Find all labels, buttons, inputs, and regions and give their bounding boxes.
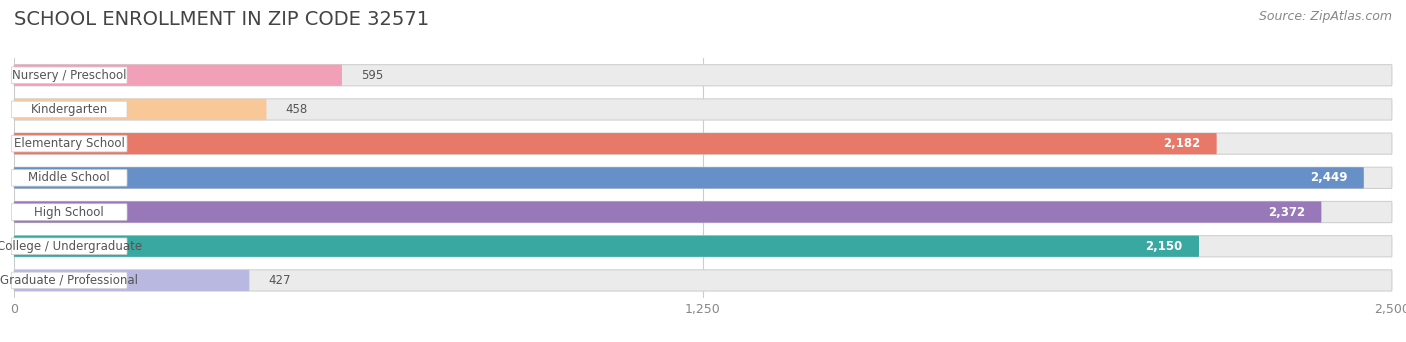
- Text: Source: ZipAtlas.com: Source: ZipAtlas.com: [1258, 10, 1392, 23]
- Text: High School: High School: [34, 206, 104, 219]
- Text: Middle School: Middle School: [28, 171, 110, 184]
- Text: 2,372: 2,372: [1268, 206, 1305, 219]
- FancyBboxPatch shape: [14, 167, 1364, 188]
- FancyBboxPatch shape: [14, 133, 1216, 154]
- Text: 458: 458: [285, 103, 308, 116]
- Text: Kindergarten: Kindergarten: [31, 103, 108, 116]
- FancyBboxPatch shape: [11, 135, 127, 152]
- FancyBboxPatch shape: [11, 272, 127, 289]
- FancyBboxPatch shape: [14, 99, 267, 120]
- Text: 2,449: 2,449: [1310, 171, 1347, 184]
- Text: 2,150: 2,150: [1146, 240, 1182, 253]
- FancyBboxPatch shape: [14, 133, 1392, 154]
- FancyBboxPatch shape: [14, 167, 1392, 188]
- Text: 2,182: 2,182: [1163, 137, 1201, 150]
- FancyBboxPatch shape: [11, 238, 127, 254]
- Text: Graduate / Professional: Graduate / Professional: [0, 274, 138, 287]
- FancyBboxPatch shape: [14, 65, 342, 86]
- FancyBboxPatch shape: [14, 236, 1199, 257]
- Text: Elementary School: Elementary School: [14, 137, 125, 150]
- FancyBboxPatch shape: [14, 236, 1392, 257]
- Text: SCHOOL ENROLLMENT IN ZIP CODE 32571: SCHOOL ENROLLMENT IN ZIP CODE 32571: [14, 10, 429, 29]
- Text: 595: 595: [361, 69, 384, 82]
- FancyBboxPatch shape: [14, 270, 249, 291]
- FancyBboxPatch shape: [14, 99, 1392, 120]
- FancyBboxPatch shape: [11, 204, 127, 220]
- Text: 427: 427: [269, 274, 291, 287]
- FancyBboxPatch shape: [11, 170, 127, 186]
- FancyBboxPatch shape: [11, 67, 127, 83]
- FancyBboxPatch shape: [14, 201, 1322, 223]
- FancyBboxPatch shape: [14, 270, 1392, 291]
- FancyBboxPatch shape: [11, 101, 127, 118]
- Text: Nursery / Preschool: Nursery / Preschool: [11, 69, 127, 82]
- Text: College / Undergraduate: College / Undergraduate: [0, 240, 142, 253]
- FancyBboxPatch shape: [14, 201, 1392, 223]
- FancyBboxPatch shape: [14, 65, 1392, 86]
